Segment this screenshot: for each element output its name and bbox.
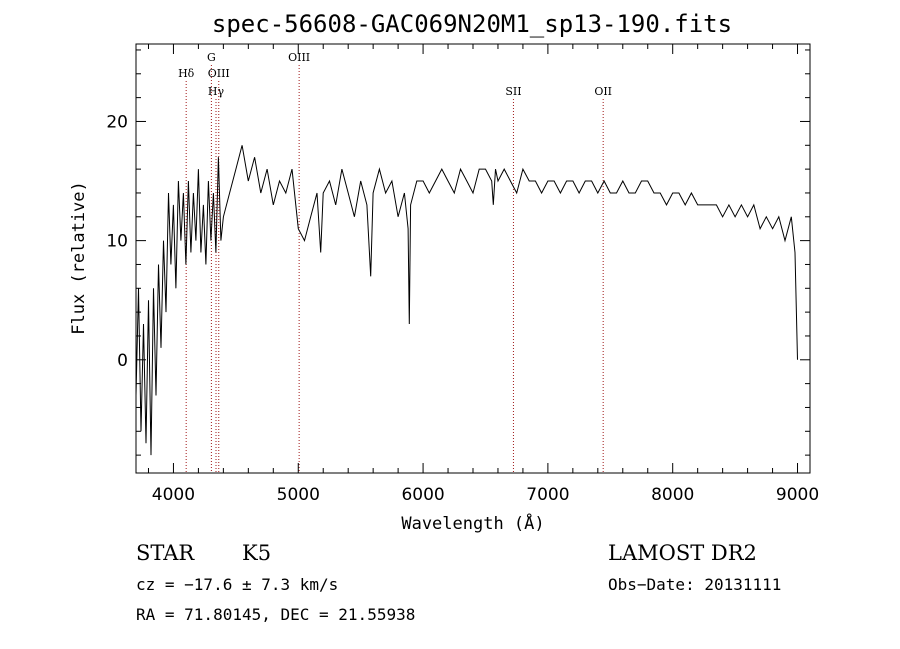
x-tick-label: 9000 [776, 485, 819, 505]
spectral-line-markers: Hδ G OIII Hγ OIII SII OII [178, 51, 612, 473]
spectral-line-label: OIII [208, 67, 230, 80]
x-tick-label: 6000 [401, 485, 444, 505]
survey-name: LAMOST DR2 [608, 541, 757, 565]
y-tick-label: 0 [117, 351, 128, 371]
axis-ticks: 4000 5000 6000 7000 8000 9000 0 10 20 [106, 44, 819, 505]
spectral-line-label: SII [505, 85, 521, 98]
observation-date: Obs−Date: 20131111 [608, 575, 781, 594]
chart-title: spec-56608-GAC069N20M1_sp13-190.fits [212, 10, 732, 38]
spectral-line-label: OIII [288, 51, 310, 64]
object-class: STAR [136, 541, 195, 565]
y-tick-label: 10 [106, 232, 128, 252]
coordinates-readout: RA = 71.80145, DEC = 21.55938 [136, 605, 415, 624]
spectral-line-label: Hδ [178, 67, 195, 80]
x-tick-label: 5000 [277, 485, 320, 505]
x-tick-label: 4000 [152, 485, 195, 505]
x-axis-label: Wavelength (Å) [401, 512, 544, 534]
y-tick-label: 20 [106, 112, 128, 132]
y-axis-label: Flux (relative) [69, 181, 89, 335]
object-subclass: K5 [242, 541, 271, 565]
plot-frame [135, 43, 811, 474]
spectral-line-label: OII [594, 85, 612, 98]
x-tick-label: 8000 [651, 485, 694, 505]
spectral-line-label: Hγ [208, 85, 225, 98]
velocity-readout: cz = −17.6 ± 7.3 km/s [136, 575, 338, 594]
spectral-line-label: G [207, 51, 216, 64]
x-tick-label: 7000 [526, 485, 569, 505]
series-layer [135, 145, 798, 456]
spectrum-line [135, 145, 798, 456]
